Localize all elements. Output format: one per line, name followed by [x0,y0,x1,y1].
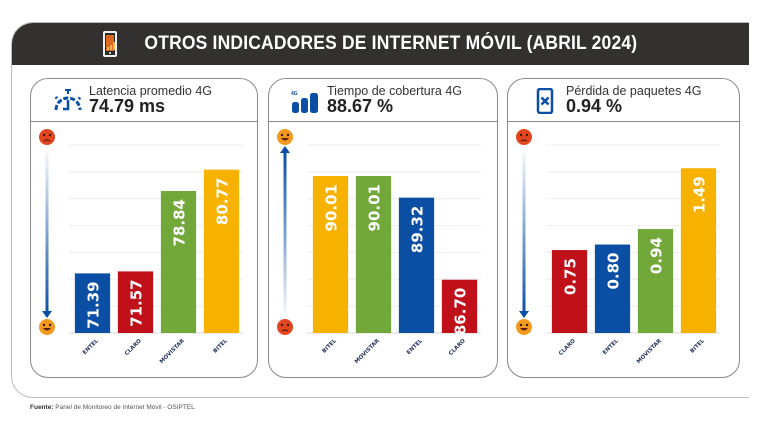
category-label: CLARO [558,338,577,357]
arrow-up-icon [280,146,290,153]
source-label: Fuente: [30,404,54,411]
indicator-label: Pérdida de paquetes 4G [566,84,702,98]
data-label: 0.80 [605,253,623,290]
category-label: MOVISTAR [159,338,186,365]
phone-x-icon [536,88,554,114]
source-note: Fuente: Panel de Monitoreo de Internet M… [30,404,195,411]
svg-text:4G: 4G [291,91,298,97]
category-label: BITEL [689,338,706,355]
arrow-down-icon [42,311,52,318]
panel-header: Latencia promedio 4G 74.79 ms [31,79,257,122]
bar-movistar [160,191,197,333]
angry-face-icon [277,319,293,335]
data-label: 89.32 [409,206,427,253]
category-label: BITEL [321,338,338,355]
category-label: CLARO [448,338,467,357]
indicator-value: 0.94 % [566,96,623,116]
bar-bitel [312,176,349,333]
data-label: 90.01 [323,184,341,231]
data-label: 80.77 [214,178,232,225]
direction-arrow-shaft [283,153,287,313]
happy-face-icon [39,319,55,335]
phone-chart-icon [102,31,117,57]
signal-bars-4g-icon: 4G [291,91,318,113]
category-label: ENTEL [406,338,424,356]
happy-face-icon [277,129,293,145]
direction-arrow-shaft [522,153,526,313]
category-label: MOVISTAR [636,338,663,365]
bar-bitel [680,168,717,333]
panel-header: Pérdida de paquetes 4G 0.94 % [508,79,739,122]
page-title: OTROS INDICADORES DE INTERNET MÓVIL (ABR… [144,33,637,54]
data-label: 0.94 [648,237,666,274]
indicator-label: Latencia promedio 4G [89,84,212,98]
indicator-value: 88.67 % [327,96,394,116]
category-label: MOVISTAR [354,338,381,365]
data-label: 86.70 [452,288,470,335]
bar-entel [594,244,631,333]
data-label: 78.84 [171,199,189,246]
panel-coverage: 4G Tiempo de cobertura 4G 88.67 % 90.01 B… [268,78,498,378]
header-bar: OTROS INDICADORES DE INTERNET MÓVIL (ABR… [12,23,749,65]
indicator-value: 74.79 ms [89,96,166,116]
category-label: CLARO [124,338,143,357]
direction-arrow-shaft [45,153,49,313]
bar-claro [551,250,588,333]
data-label: 0.75 [562,258,580,295]
bar-entel [74,273,111,333]
panel-latency: Latencia promedio 4G 74.79 ms 71.39 ENTEL… [30,78,258,378]
category-label: ENTEL [82,338,100,356]
bar-entel [398,197,435,333]
happy-face-icon [516,319,532,335]
speedometer-icon [54,89,82,111]
panel-packet-loss: Pérdida de paquetes 4G 0.94 % 0.75 CLARO 0… [507,78,740,378]
angry-face-icon [516,129,532,145]
indicator-label: Tiempo de cobertura 4G [327,84,463,98]
category-label: BITEL [212,338,229,355]
bar-bitel [203,169,240,333]
category-label: ENTEL [602,338,620,356]
data-label: 71.57 [128,279,146,326]
data-label: 1.49 [691,176,709,213]
bar-chart-packet-loss: 0.75 CLARO 0.80 ENTEL 0.94 MOVISTAR 1.49 BITEL [516,129,720,365]
bar-chart-coverage: 90.01 BITEL 90.01 MOVISTAR 89.32 ENTEL 86.70 CL… [277,129,481,365]
source-text: Panel de Monitoreo de Internet Móvil - O… [55,404,195,411]
data-label: 90.01 [366,184,384,231]
bar-claro [117,271,154,333]
bar-movistar [637,229,674,333]
bar-movistar [355,176,392,333]
arrow-down-icon [519,311,529,318]
angry-face-icon [39,129,55,145]
data-label: 71.39 [85,281,103,328]
panel-header: 4G Tiempo de cobertura 4G 88.67 % [269,79,497,122]
bar-claro [441,279,478,333]
bar-chart-latency: 71.39 ENTEL 71.57 CLARO 78.84 MOVISTAR 80.77 BI… [39,129,243,365]
